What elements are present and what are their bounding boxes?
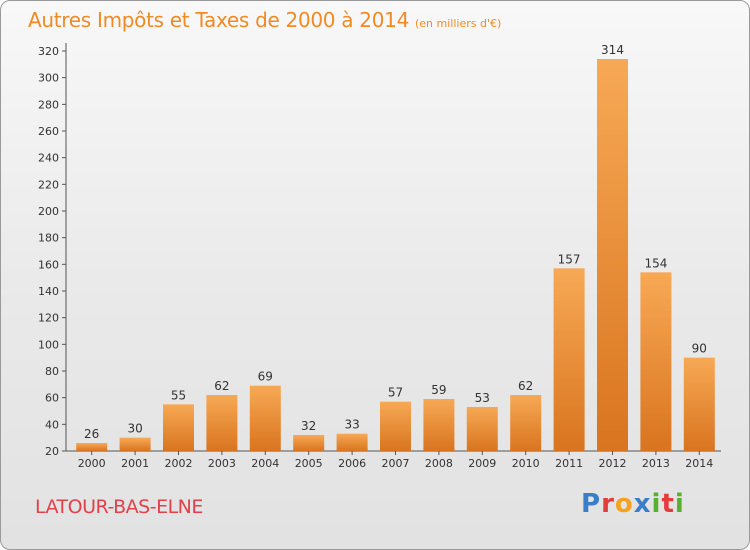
x-tick-label: 2004 <box>251 457 279 470</box>
bar <box>206 395 238 451</box>
chart-unit: (en milliers d'€) <box>415 17 502 30</box>
y-tick-label: 260 <box>38 125 59 138</box>
y-tick-label: 140 <box>38 285 59 298</box>
bar <box>163 404 194 451</box>
data-label: 314 <box>601 43 624 57</box>
proxiti-logo: Proxiti <box>581 489 685 519</box>
x-tick-label: 2009 <box>468 457 496 470</box>
y-tick-label: 220 <box>38 178 59 191</box>
y-tick-label: 240 <box>38 152 59 165</box>
x-tick-label: 2006 <box>338 457 366 470</box>
logo-letter: P <box>581 489 602 519</box>
x-tick-label: 2008 <box>425 457 453 470</box>
y-tick-label: 200 <box>38 205 59 218</box>
data-label: 57 <box>388 386 403 400</box>
y-tick-label: 280 <box>38 98 59 111</box>
data-label: 30 <box>127 422 142 436</box>
y-tick-label: 320 <box>38 45 59 58</box>
bar <box>683 357 715 451</box>
x-tick-label: 2012 <box>599 457 627 470</box>
bar <box>76 443 108 451</box>
bar <box>293 435 325 451</box>
data-label: 62 <box>214 379 229 393</box>
logo-letter: o <box>614 489 634 519</box>
bar <box>553 268 585 451</box>
x-tick-label: 2013 <box>642 457 670 470</box>
x-tick-label: 2010 <box>512 457 540 470</box>
data-label: 154 <box>644 256 667 270</box>
bar <box>597 59 628 451</box>
x-tick-label: 2011 <box>555 457 583 470</box>
bar <box>336 433 368 451</box>
y-tick-label: 160 <box>38 258 59 271</box>
x-tick-label: 2002 <box>165 457 193 470</box>
bar <box>249 385 281 451</box>
x-tick-label: 2000 <box>78 457 106 470</box>
y-tick-label: 20 <box>45 445 59 458</box>
chart-title: Autres Impôts et Taxes de 2000 à 2014 (en… <box>28 8 501 32</box>
logo-letter: t <box>661 489 675 519</box>
logo-letter: i <box>651 489 662 519</box>
data-label: 157 <box>558 252 581 266</box>
data-label: 90 <box>692 342 707 356</box>
data-label: 59 <box>431 383 446 397</box>
logo-letter: r <box>601 489 615 519</box>
y-tick-label: 100 <box>38 338 59 351</box>
chart-title-text: Autres Impôts et Taxes de 2000 à 2014 <box>28 8 409 32</box>
logo-letter: x <box>633 489 652 519</box>
bar <box>119 437 151 451</box>
y-tick-label: 60 <box>45 392 59 405</box>
bar <box>510 395 542 451</box>
data-label: 53 <box>475 391 490 405</box>
data-label: 26 <box>84 427 99 441</box>
bar <box>380 401 411 451</box>
x-tick-label: 2001 <box>121 457 149 470</box>
y-tick-label: 120 <box>38 312 59 325</box>
y-tick-label: 40 <box>45 418 59 431</box>
data-label: 33 <box>344 418 359 432</box>
x-tick-label: 2003 <box>208 457 236 470</box>
x-tick-label: 2014 <box>685 457 713 470</box>
data-label: 32 <box>301 419 316 433</box>
x-tick-label: 2005 <box>295 457 323 470</box>
bar <box>640 272 672 451</box>
y-tick-label: 300 <box>38 72 59 85</box>
commune-name: LATOUR-BAS-ELNE <box>35 496 203 518</box>
logo-letter: i <box>674 489 685 519</box>
data-label: 62 <box>518 379 533 393</box>
y-tick-label: 80 <box>45 365 59 378</box>
bar <box>423 399 455 451</box>
y-tick-label: 180 <box>38 232 59 245</box>
x-tick-label: 2007 <box>382 457 410 470</box>
data-label: 55 <box>171 388 186 402</box>
bar <box>466 407 498 451</box>
data-label: 69 <box>258 370 273 384</box>
